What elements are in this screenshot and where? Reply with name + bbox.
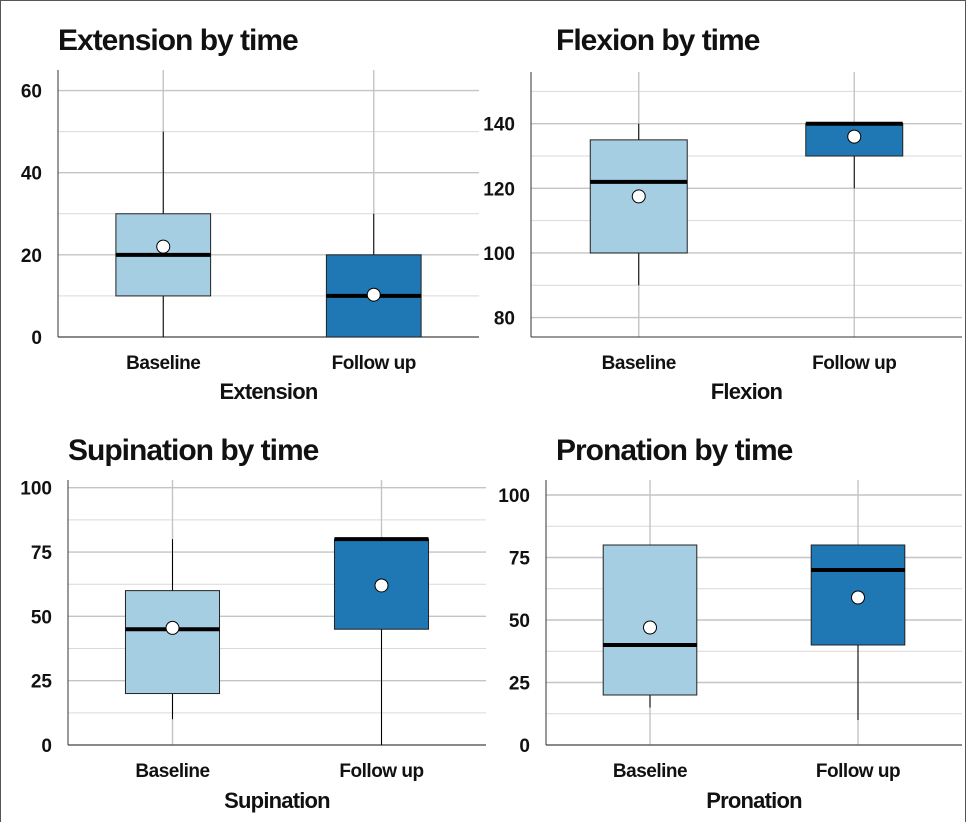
chart-panel-1: 0 20 40 60 Baseline Follow up Extension by tim… (21, 24, 479, 404)
box-baseline: Baseline (124, 539, 221, 782)
y-tick-label: 100 (20, 479, 52, 500)
mean-marker (643, 620, 657, 635)
box-body (602, 544, 698, 696)
y-tick-label: 80 (494, 309, 515, 330)
y-tick-label: 140 (483, 115, 515, 136)
y-tick-label: 75 (509, 549, 531, 570)
box-body (124, 590, 221, 695)
mean-marker (156, 239, 171, 254)
y-tick-label: 0 (519, 736, 530, 757)
y-tick-label: 25 (509, 674, 531, 695)
mean-marker (374, 578, 389, 593)
box-body (810, 544, 906, 646)
y-tick-label: 50 (509, 611, 530, 632)
y-tick-label: 100 (498, 486, 530, 507)
chart-panel-2: 80 100 120 140 Baseline Follow up Flexion by t… (483, 24, 962, 404)
x-category-label: Follow up (816, 761, 900, 782)
box-follow-up: Follow up (333, 537, 430, 782)
y-tick-label: 50 (31, 607, 52, 628)
y-tick-label: 20 (21, 246, 42, 267)
y-tick-label: 0 (41, 736, 52, 757)
box-baseline: Baseline (589, 123, 688, 374)
mean-marker (847, 129, 862, 144)
x-axis-title: Pronation (706, 788, 802, 813)
mean-marker (366, 287, 381, 302)
mean-marker (631, 189, 646, 204)
chart-title: Supination by time (68, 434, 319, 467)
x-category-label: Baseline (126, 353, 200, 374)
mean-marker (165, 620, 180, 635)
chart-panel-4: 0 25 50 75 100 Baseline Follow up Pronation by … (498, 434, 962, 813)
x-category-label: Follow up (332, 353, 416, 374)
x-category-label: Baseline (613, 761, 687, 782)
box-follow-up: Follow up (325, 213, 422, 374)
x-axis-title: Flexion (711, 379, 783, 404)
y-tick-label: 40 (21, 164, 42, 185)
chart-title: Flexion by time (556, 24, 760, 57)
y-tick-label: 60 (21, 82, 42, 103)
chart-panel-3: 0 25 50 75 100 Baseline Follow up Supination by… (20, 434, 486, 813)
mean-marker (851, 590, 865, 605)
x-category-label: Follow up (339, 761, 423, 782)
x-category-label: Baseline (135, 761, 209, 782)
y-tick-label: 75 (31, 543, 53, 564)
box-follow-up: Follow up (805, 121, 904, 374)
chart-title: Extension by time (58, 24, 298, 57)
x-axis-title: Supination (224, 788, 330, 813)
box-baseline: Baseline (115, 131, 212, 374)
y-tick-label: 25 (31, 672, 53, 693)
y-tick-label: 0 (31, 328, 42, 349)
x-category-label: Baseline (602, 353, 676, 374)
x-axis-title: Extension (220, 379, 318, 404)
x-category-label: Follow up (812, 353, 896, 374)
y-tick-label: 120 (483, 179, 515, 200)
chart-title: Pronation by time (556, 434, 793, 467)
box-follow-up: Follow up (810, 544, 906, 782)
box-baseline: Baseline (602, 544, 698, 782)
y-tick-label: 100 (483, 244, 515, 265)
